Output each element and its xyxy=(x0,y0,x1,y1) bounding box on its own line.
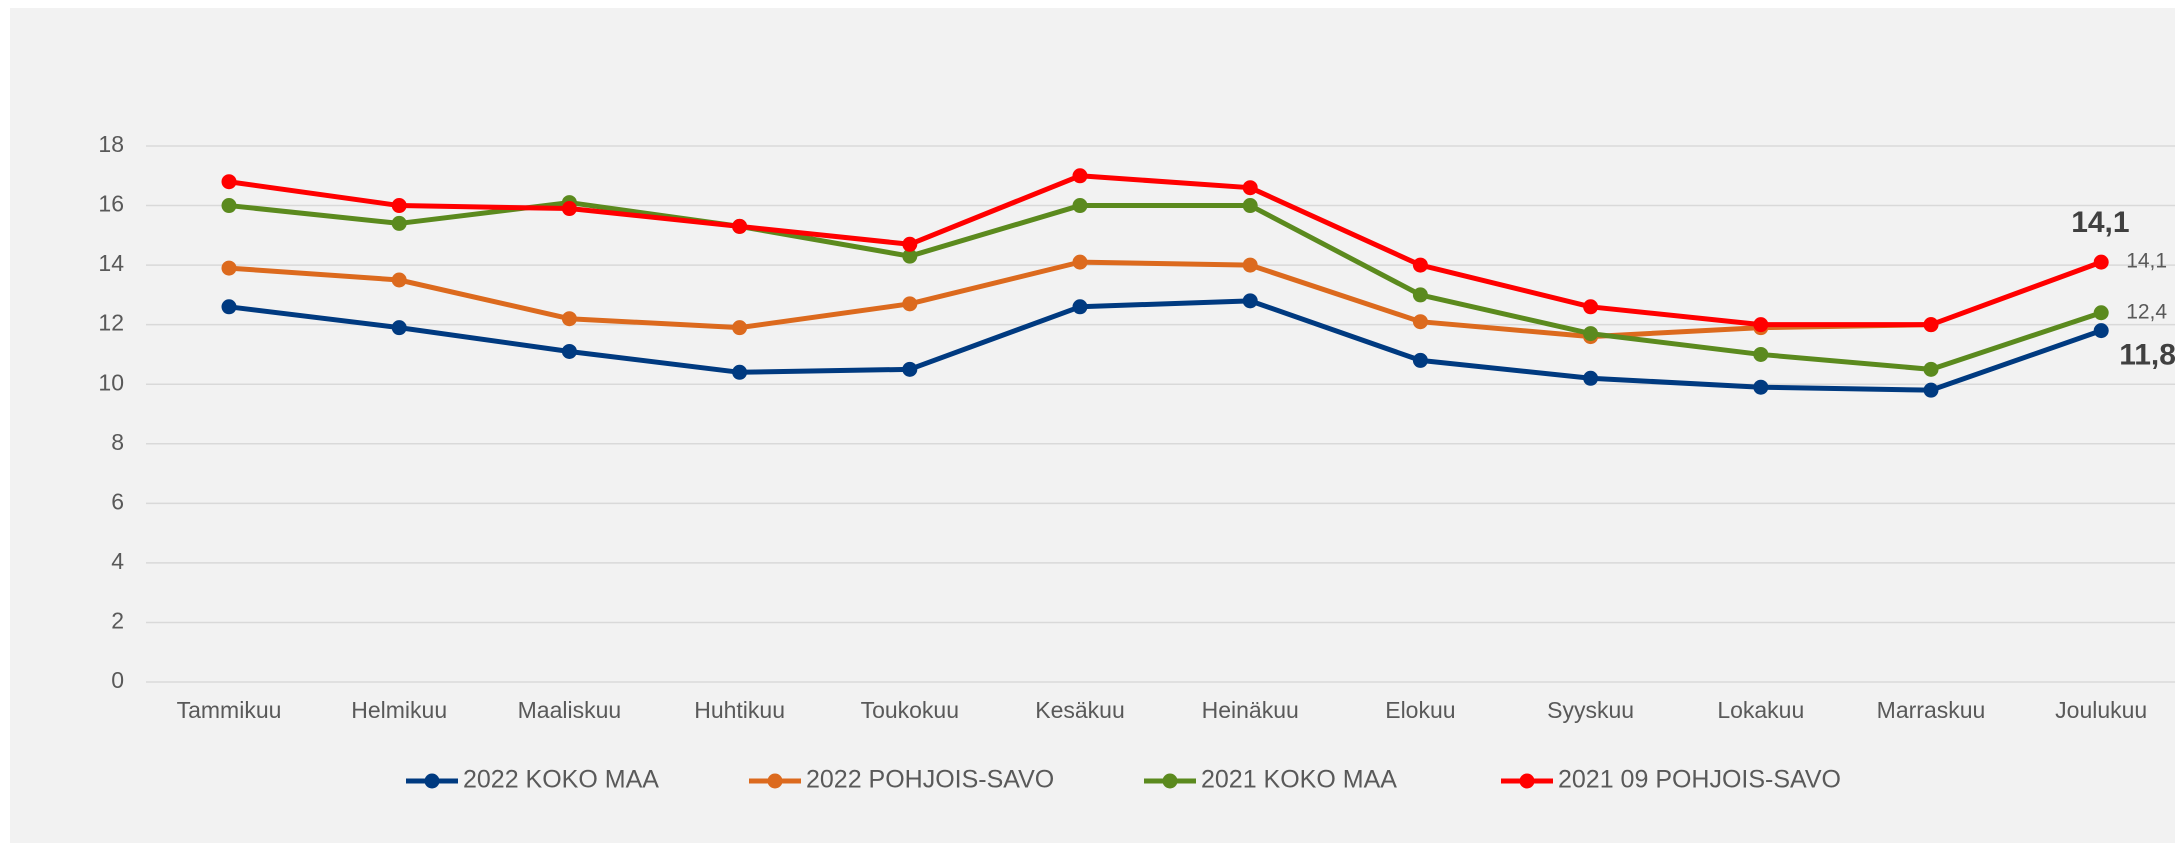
y-tick-label: 0 xyxy=(111,667,124,693)
data-point xyxy=(902,236,918,252)
data-point xyxy=(391,320,407,336)
data-point xyxy=(1412,257,1428,273)
data-label: 12,4 xyxy=(2126,300,2167,323)
data-point xyxy=(2093,254,2109,270)
data-point xyxy=(391,272,407,288)
x-tick-label: Toukokuu xyxy=(861,697,959,723)
legend-marker xyxy=(767,773,783,789)
data-point xyxy=(1753,346,1769,362)
data-point xyxy=(1583,370,1599,386)
x-tick-label: Syyskuu xyxy=(1547,697,1634,723)
x-tick-label: Heinäkuu xyxy=(1202,697,1299,723)
data-point xyxy=(1923,382,1939,398)
data-label: 14,1 xyxy=(2126,250,2167,273)
data-point xyxy=(1923,317,1939,333)
y-tick-label: 18 xyxy=(98,131,124,157)
x-tick-label: Tammikuu xyxy=(177,697,282,723)
x-tick-label: Huhtikuu xyxy=(694,697,785,723)
data-point xyxy=(1583,299,1599,315)
data-point xyxy=(221,299,237,315)
data-point xyxy=(1753,379,1769,395)
chart-background xyxy=(10,8,2175,843)
y-tick-label: 10 xyxy=(98,369,124,395)
data-point xyxy=(1072,254,1088,270)
data-point xyxy=(1242,293,1258,309)
legend-label: 2021 09 POHJOIS-SAVO xyxy=(1558,766,1841,794)
data-point xyxy=(902,296,918,312)
legend-label: 2022 POHJOIS-SAVO xyxy=(806,766,1054,794)
y-tick-label: 8 xyxy=(111,429,124,455)
data-point xyxy=(391,215,407,231)
x-tick-label: Joulukuu xyxy=(2055,697,2147,723)
legend-marker xyxy=(1519,773,1535,789)
data-point xyxy=(1072,198,1088,214)
data-point xyxy=(2093,323,2109,339)
legend-label: 2021 KOKO MAA xyxy=(1201,766,1397,794)
data-point xyxy=(1412,314,1428,330)
data-point xyxy=(1242,198,1258,214)
y-tick-label: 4 xyxy=(111,548,124,574)
y-tick-label: 2 xyxy=(111,608,124,634)
data-point xyxy=(902,361,918,377)
y-tick-label: 6 xyxy=(111,488,124,514)
data-point xyxy=(1072,168,1088,184)
data-point xyxy=(1753,317,1769,333)
series-line xyxy=(228,173,2103,328)
y-tick-label: 14 xyxy=(98,250,124,276)
data-point xyxy=(1412,287,1428,303)
data-point xyxy=(1072,299,1088,315)
data-point xyxy=(561,311,577,327)
series-line xyxy=(228,298,2103,393)
data-point xyxy=(391,198,407,214)
data-point xyxy=(2093,305,2109,321)
data-point xyxy=(1242,257,1258,273)
x-tick-label: Maaliskuu xyxy=(518,697,622,723)
annotation: 14,1 xyxy=(2071,206,2129,239)
data-point xyxy=(732,218,748,234)
x-tick-label: Helmikuu xyxy=(351,697,447,723)
data-point xyxy=(221,260,237,276)
x-tick-label: Elokuu xyxy=(1385,697,1455,723)
y-tick-label: 16 xyxy=(98,191,124,217)
data-point xyxy=(1412,352,1428,368)
x-tick-label: Kesäkuu xyxy=(1035,697,1125,723)
data-point xyxy=(1583,326,1599,342)
annotation: 11,8 xyxy=(2119,339,2175,372)
data-point xyxy=(732,320,748,336)
data-point xyxy=(1923,361,1939,377)
data-point xyxy=(1242,180,1258,196)
data-point xyxy=(561,201,577,217)
data-point xyxy=(902,248,918,264)
x-tick-label: Marraskuu xyxy=(1877,697,1986,723)
legend-label: 2022 KOKO MAA xyxy=(463,766,659,794)
data-point xyxy=(221,174,237,190)
data-point xyxy=(561,343,577,359)
data-point xyxy=(732,364,748,380)
legend-marker xyxy=(1162,773,1178,789)
legend-marker xyxy=(424,773,440,789)
x-tick-label: Lokakuu xyxy=(1717,697,1804,723)
data-point xyxy=(221,198,237,214)
y-tick-label: 12 xyxy=(98,310,124,336)
